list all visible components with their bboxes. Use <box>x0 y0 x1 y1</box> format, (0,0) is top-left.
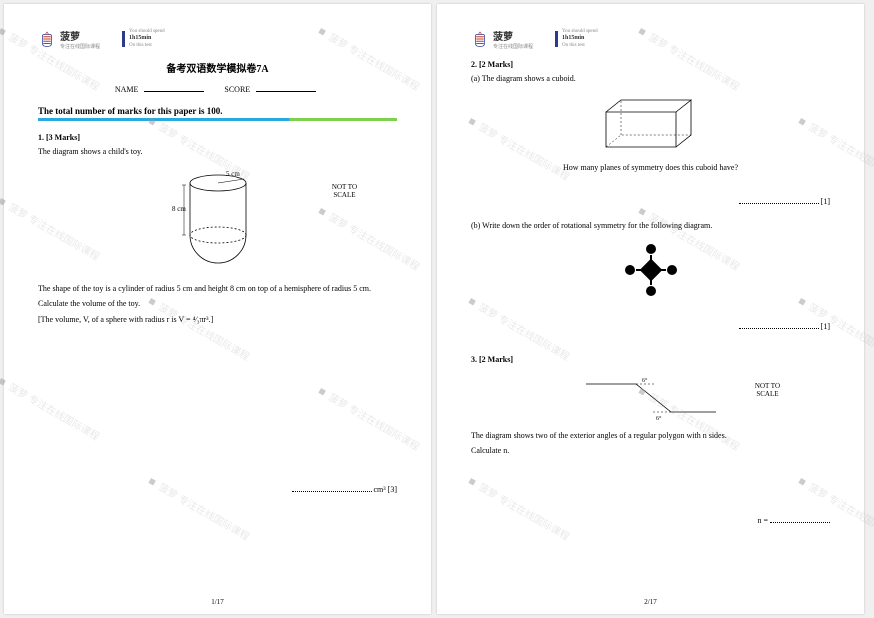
q1-desc: The shape of the toy is a cylinder of ra… <box>38 283 397 294</box>
page-number-1: 1/17 <box>4 598 431 606</box>
rotational-symmetry-icon <box>621 240 681 300</box>
svg-text:6°: 6° <box>642 377 648 384</box>
total-marks-text: The total number of marks for this paper… <box>38 106 397 116</box>
page-header-2: 菠萝 专注在线国际课程 You should spend 1h15min On … <box>471 28 830 50</box>
page-number-2: 2/17 <box>437 598 864 606</box>
paper-title: 备考双语数学模拟卷7A <box>38 60 397 75</box>
pineapple-logo-icon <box>38 30 56 48</box>
time-info-2: You should spend 1h15min On this test <box>555 29 598 48</box>
time2-line2: 1h15min <box>562 35 598 42</box>
time-info: You should spend 1h15min On this test <box>122 29 165 48</box>
q3-ans-label: n = <box>757 516 768 525</box>
page-1: 菠萝 专注在线国际课程 You should spend 1h15min On … <box>4 4 431 614</box>
page-2: 菠萝 专注在线国际课程 You should spend 1h15min On … <box>437 4 864 614</box>
q2a-answer-line[interactable] <box>739 203 819 204</box>
cuboid-diagram-icon <box>586 92 716 152</box>
q2a-text: (a) The diagram shows a cuboid. <box>471 73 830 84</box>
q2b-answer-row: [1] <box>471 322 830 331</box>
q2a-question: How many planes of symmetry does this cu… <box>471 162 830 173</box>
q2a-figure <box>471 92 830 154</box>
q2a-answer-row: [1] <box>471 197 830 206</box>
q3-calc: Calculate n. <box>471 445 830 456</box>
brand-logo-2: 菠萝 专注在线国际课程 <box>471 28 533 50</box>
q3-answer-row: n = <box>471 516 830 525</box>
q1-ans-unit: cm³ [3] <box>374 485 398 494</box>
q2a-marks: [1] <box>821 197 830 206</box>
time-bar-icon <box>555 31 558 47</box>
q2b-text: (b) Write down the order of rotational s… <box>471 220 830 231</box>
q1-not-to-scale: NOT TO SCALE <box>332 183 357 199</box>
q1-calc: Calculate the volume of the toy. <box>38 298 397 309</box>
brand-logo: 菠萝 专注在线国际课程 <box>38 28 100 50</box>
time-bar-icon <box>122 31 125 47</box>
q3-answer-line[interactable] <box>770 522 830 523</box>
name-label: NAME <box>115 85 139 94</box>
q1-head: 1. [3 Marks] <box>38 133 397 142</box>
score-input-line[interactable] <box>256 91 316 92</box>
q1-answer-row: cm³ [3] <box>38 485 397 494</box>
name-score-row: NAME SCORE <box>38 85 397 94</box>
name-input-line[interactable] <box>144 91 204 92</box>
time2-line3: On this test <box>562 43 598 49</box>
q3-desc: The diagram shows two of the exterior an… <box>471 430 830 441</box>
toy-diagram-icon: 5 cm 8 cm <box>148 165 288 275</box>
brand-subtitle: 专注在线国际课程 <box>60 43 100 50</box>
total-marks-bar <box>38 118 397 121</box>
q2b-figure <box>471 240 830 302</box>
q1-figure: 5 cm 8 cm NOT TO SCALE <box>38 165 397 275</box>
svg-text:6°: 6° <box>656 415 662 422</box>
q1-radius-label: 5 cm <box>226 170 240 178</box>
q3-head: 3. [2 Marks] <box>471 355 830 364</box>
pineapple-logo-icon <box>471 30 489 48</box>
brand-subtitle-2: 专注在线国际课程 <box>493 43 533 50</box>
q3-not-to-scale: NOT TO SCALE <box>755 382 780 398</box>
time-line3: On this test <box>129 43 165 49</box>
q3-figure: 6° 6° NOT TO SCALE <box>471 372 830 422</box>
q1-intro: The diagram shows a child's toy. <box>38 146 397 157</box>
score-label: SCORE <box>224 85 250 94</box>
page-header: 菠萝 专注在线国际课程 You should spend 1h15min On … <box>38 28 397 50</box>
brand-name-2: 菠萝 <box>493 28 533 43</box>
brand-name: 菠萝 <box>60 28 100 43</box>
q2-head: 2. [2 Marks] <box>471 60 830 69</box>
q2b-marks: [1] <box>821 322 830 331</box>
polygon-angles-icon: 6° 6° <box>576 372 726 422</box>
q1-formula: [The volume, V, of a sphere with radius … <box>38 314 397 325</box>
q1-answer-line[interactable] <box>292 491 372 492</box>
time-line2: 1h15min <box>129 35 165 42</box>
q2b-answer-line[interactable] <box>739 328 819 329</box>
